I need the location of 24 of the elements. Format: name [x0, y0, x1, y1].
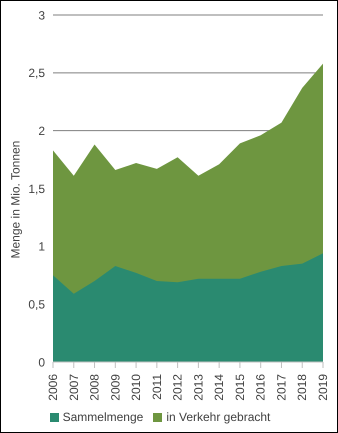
- x-tick-label: 2006: [46, 374, 60, 401]
- y-tick-label: 0,5: [28, 297, 46, 312]
- x-tick-label: 2011: [150, 374, 164, 400]
- x-tick-label: 2015: [232, 374, 247, 401]
- y-tick-label: 1,5: [28, 182, 46, 196]
- y-tick-label: 2: [38, 124, 46, 138]
- x-tick-label: 2007: [66, 374, 81, 401]
- y-tick-label: 3: [38, 8, 46, 22]
- y-tick-label: 2,5: [28, 66, 46, 80]
- y-axis-title: Menge in Mio. Tonnen: [8, 140, 22, 258]
- x-tick-label: 2013: [191, 374, 206, 401]
- x-tick-label: 2008: [88, 374, 102, 401]
- y-tick-label: 1: [38, 240, 46, 254]
- x-tick-label: 2016: [254, 374, 268, 401]
- x-tick-label: 2010: [129, 374, 144, 401]
- x-tick-label: 2019: [316, 374, 330, 401]
- x-tick-label: 2017: [274, 374, 288, 401]
- x-tick-label: 2018: [295, 374, 310, 401]
- y-tick-label: 0: [38, 355, 46, 370]
- x-tick-label: 2009: [108, 374, 122, 401]
- x-tick-label: 2012: [170, 374, 185, 401]
- legend-label: Sammelmenge: [62, 410, 144, 424]
- legend-label: in Verkehr gebracht: [166, 410, 270, 424]
- x-tick-label: 2014: [212, 374, 226, 401]
